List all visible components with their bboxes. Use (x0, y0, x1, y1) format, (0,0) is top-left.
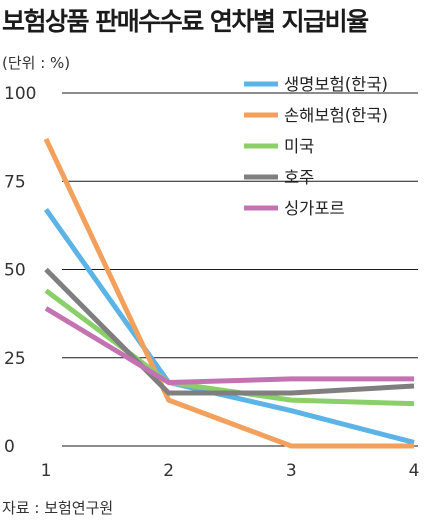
x-tick-label: 1 (41, 461, 52, 481)
series-line-0 (43, 208, 415, 445)
y-tick-label: 0 (4, 437, 15, 457)
legend-label: 싱가포르 (284, 199, 345, 218)
y-tick-label: 100 (4, 84, 36, 104)
legend-label: 미국 (284, 137, 314, 156)
legend-label: 호주 (284, 168, 314, 187)
chart-title: 보험상품 판매수수료 연차별 지급비율 (2, 7, 369, 36)
y-axis-ticks: 0 25 50 75 100 (4, 84, 36, 457)
series-line-4 (44, 306, 414, 385)
y-tick-label: 50 (4, 261, 26, 281)
unit-label: (단위 : %) (2, 54, 71, 72)
series-line-1 (43, 137, 414, 449)
legend-label: 생명보험(한국) (284, 75, 388, 94)
x-tick-label: 4 (409, 461, 420, 481)
series-line-3 (44, 267, 415, 396)
x-tick-label: 3 (286, 461, 297, 481)
x-tick-label: 2 (163, 461, 174, 481)
x-axis-ticks: 1 2 3 4 (41, 461, 420, 481)
source-label: 자료 : 보험연구원 (2, 499, 114, 517)
y-tick-label: 25 (4, 349, 26, 369)
legend-label: 손해보험(한국) (284, 106, 388, 125)
y-tick-label: 75 (4, 172, 26, 192)
series-lines (43, 137, 415, 449)
